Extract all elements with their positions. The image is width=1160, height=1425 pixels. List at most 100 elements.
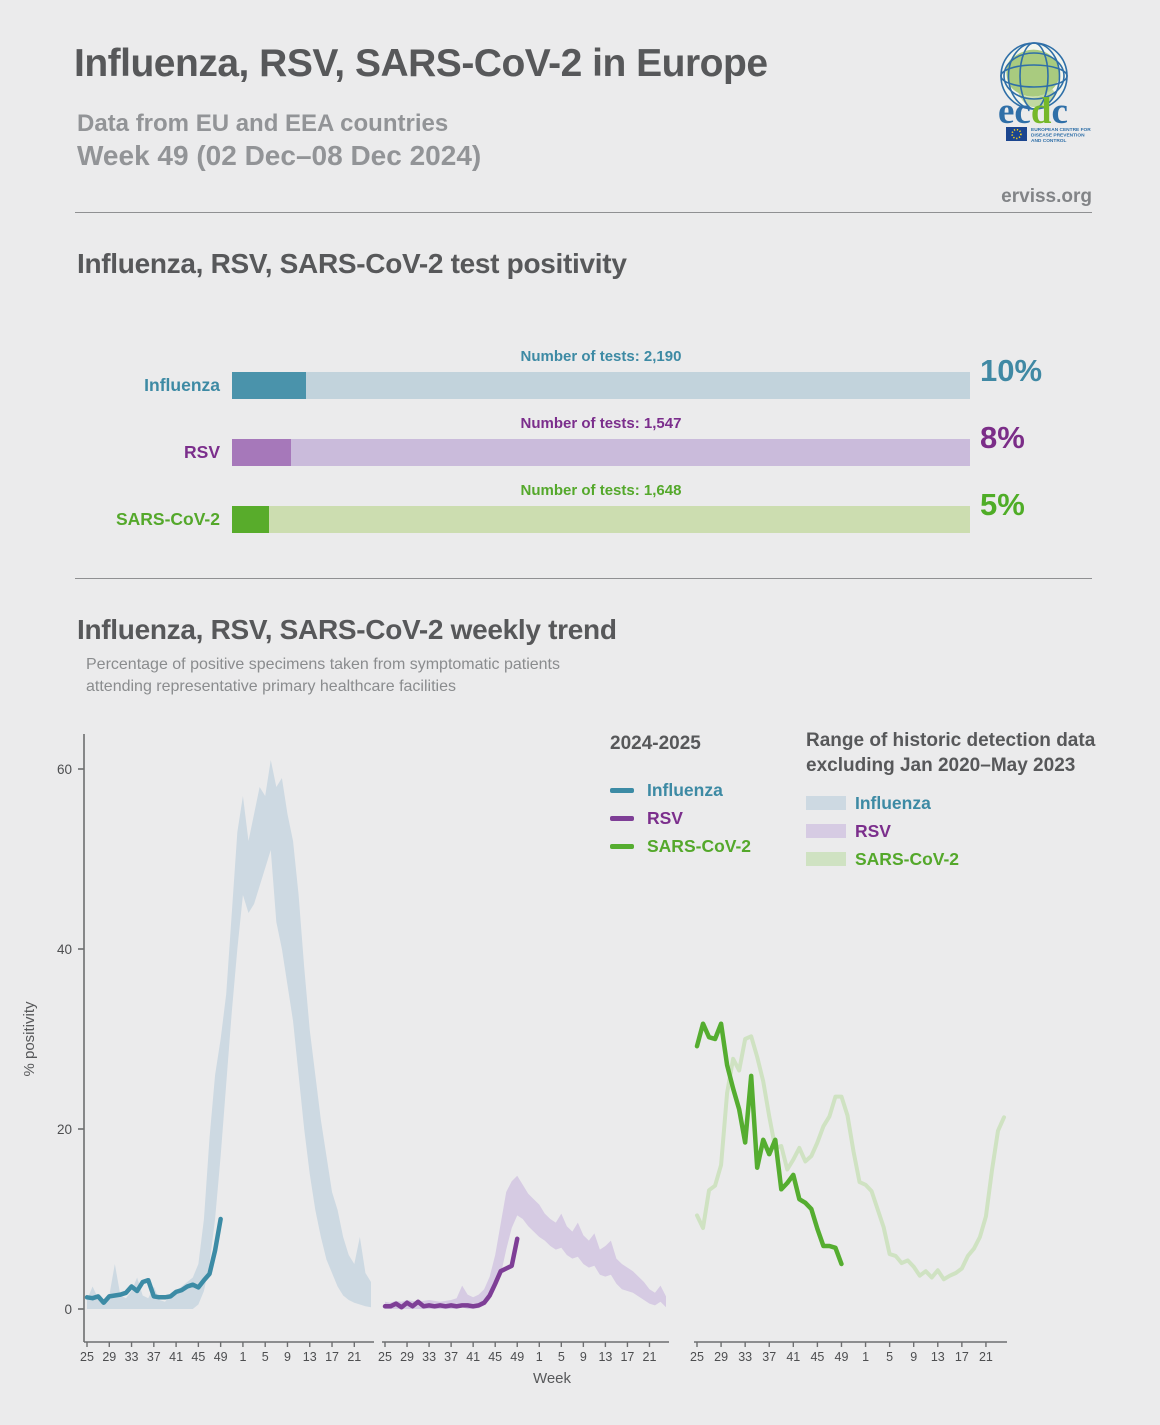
week-tick-label: 17 (325, 1350, 339, 1364)
week-tick-label: 45 (191, 1350, 205, 1364)
trend-subtitle-line2: attending representative primary healthc… (86, 678, 456, 695)
week-tick-label: 13 (303, 1350, 317, 1364)
rsv-band-swatch (806, 824, 846, 838)
bar-label-sars-cov-2: SARS-CoV-2 (115, 509, 220, 529)
week-tick-label: 9 (910, 1350, 917, 1364)
page-subtitle: Data from EU and EEA countries (77, 110, 449, 137)
x-axis-label: Week (533, 1370, 572, 1387)
page-title: Influenza, RSV, SARS-CoV-2 in Europe (74, 42, 768, 85)
tests-count-label: Number of tests: 2,190 (520, 348, 682, 365)
legend-historic-header: Range of historic detection data excludi… (806, 730, 1096, 776)
week-tick-label: 37 (444, 1350, 458, 1364)
week-tick-label: 45 (488, 1350, 502, 1364)
week-tick-label: 13 (931, 1350, 945, 1364)
y-axis (78, 734, 85, 1342)
current-season-line (382, 1236, 520, 1310)
legend-item-influenza-band: Influenza (806, 789, 1136, 817)
trend-subtitle-line1: Percentage of positive specimens taken f… (86, 656, 560, 673)
percentage-label: 5% (980, 487, 1025, 522)
svg-text:DISEASE PREVENTION: DISEASE PREVENTION (1031, 133, 1085, 139)
week-tick-label: 21 (347, 1350, 361, 1364)
ecdc-logo: ecdc EUROPEAN CENTRE FOR DISEASE PREVENT… (998, 42, 1091, 144)
bar-label-influenza: Influenza (144, 375, 220, 395)
legend-item-influenza: Influenza (610, 776, 795, 804)
positivity-section-title: Influenza, RSV, SARS-CoV-2 test positivi… (77, 248, 627, 279)
tests-count-label: Number of tests: 1,547 (520, 415, 682, 432)
tests-count-label: Number of tests: 1,648 (520, 482, 682, 499)
percentage-label: 10% (980, 353, 1043, 388)
legend-current-header: 2024-2025 (610, 733, 701, 754)
ecdc-wordmark: ecdc (998, 91, 1068, 132)
trend-section-title: Influenza, RSV, SARS-CoV-2 weekly trend (77, 614, 617, 645)
week-range-label: Week 49 (02 Dec–08 Dec 2024) (77, 140, 482, 171)
legend-label: Influenza (647, 779, 723, 800)
divider (75, 212, 1092, 213)
bar-fill (232, 439, 292, 466)
week-tick-label: 49 (510, 1350, 524, 1364)
svg-text:AND CONTROL: AND CONTROL (1031, 138, 1067, 144)
week-tick-label: 5 (262, 1350, 269, 1364)
week-tick-label: 37 (147, 1350, 161, 1364)
week-tick-label: 13 (598, 1350, 612, 1364)
bar-fill (232, 372, 306, 399)
week-tick-label: 1 (536, 1350, 543, 1364)
week-tick-label: 41 (786, 1350, 800, 1364)
week-tick-label: 49 (835, 1350, 849, 1364)
rsv-line-swatch (610, 815, 634, 821)
svg-text:0: 0 (64, 1302, 72, 1317)
y-tick-labels: 0 20 40 60 (57, 762, 72, 1317)
week-tick-label: 17 (955, 1350, 969, 1364)
legend-item-rsv-band: RSV (806, 817, 1136, 845)
legend-item-sars-cov-2-band: SARS-CoV-2 (806, 845, 1136, 873)
svg-text:EUROPEAN CENTRE FOR: EUROPEAN CENTRE FOR (1031, 127, 1091, 133)
current-season-line (694, 1021, 844, 1267)
historic-band (87, 760, 371, 1309)
legend-label: RSV (855, 820, 891, 841)
week-tick-label: 33 (125, 1350, 139, 1364)
week-tick-label: 25 (690, 1350, 704, 1364)
legend-item-rsv: RSV (610, 804, 795, 832)
svg-text:20: 20 (57, 1122, 72, 1137)
week-tick-label: 9 (580, 1350, 587, 1364)
legend-item-sars-cov-2: SARS-CoV-2 (610, 832, 795, 860)
legend-label: RSV (647, 807, 683, 828)
svg-text:40: 40 (57, 942, 72, 957)
bar-label-rsv: RSV (184, 442, 220, 462)
positivity-row-rsv: Number of tests: 1,547 RSV 8% (0, 415, 1160, 479)
week-tick-label: 45 (810, 1350, 824, 1364)
week-tick-label: 29 (102, 1350, 116, 1364)
bar-fill (232, 506, 269, 533)
divider (75, 578, 1092, 579)
week-tick-label: 5 (886, 1350, 893, 1364)
legend-current-season: 2024-2025 Influenza RSV SARS-CoV-2 (610, 731, 795, 860)
week-tick-label: 29 (400, 1350, 414, 1364)
weekly-trend-chart: 0 20 40 60 % positivity 25 29 33 37 41 45 49 1 5 9 13 17… (21, 734, 1007, 1387)
trend-panel-sars-cov-2: 25 29 33 37 41 45 49 1 5 9 13 17 21 (690, 1021, 1007, 1364)
week-tick-label: 37 (762, 1350, 776, 1364)
sars-cov-2-band-swatch (806, 852, 846, 866)
week-tick-label: 21 (643, 1350, 657, 1364)
y-axis-label: % positivity (21, 1001, 38, 1077)
ecdc-caption: EUROPEAN CENTRE FOR DISEASE PREVENTION A… (1031, 127, 1091, 144)
globe-icon (1000, 42, 1068, 110)
week-tick-label: 21 (979, 1350, 993, 1364)
eu-flag-icon (1006, 127, 1027, 141)
week-tick-label: 1 (239, 1350, 246, 1364)
week-tick-label: 1 (862, 1350, 869, 1364)
week-tick-label: 41 (466, 1350, 480, 1364)
historic-band (385, 1175, 666, 1309)
trend-panel-influenza: 25 29 33 37 41 45 49 1 5 9 13 17 21 (80, 760, 374, 1364)
influenza-band-swatch (806, 796, 846, 810)
legend-label: SARS-CoV-2 (855, 848, 960, 869)
week-tick-label: 9 (284, 1350, 291, 1364)
erviss-link[interactable]: erviss.org (1001, 186, 1092, 207)
current-season-line (84, 1216, 223, 1305)
trend-panel-rsv: 25 29 33 37 41 45 49 1 5 9 13 17 21 (378, 1175, 669, 1364)
bar-track (232, 372, 970, 399)
week-tick-label: 49 (214, 1350, 228, 1364)
bar-track (232, 439, 970, 466)
legend-label: Influenza (855, 792, 931, 813)
week-tick-label: 33 (738, 1350, 752, 1364)
percentage-label: 8% (980, 420, 1025, 455)
week-tick-label: 17 (620, 1350, 634, 1364)
